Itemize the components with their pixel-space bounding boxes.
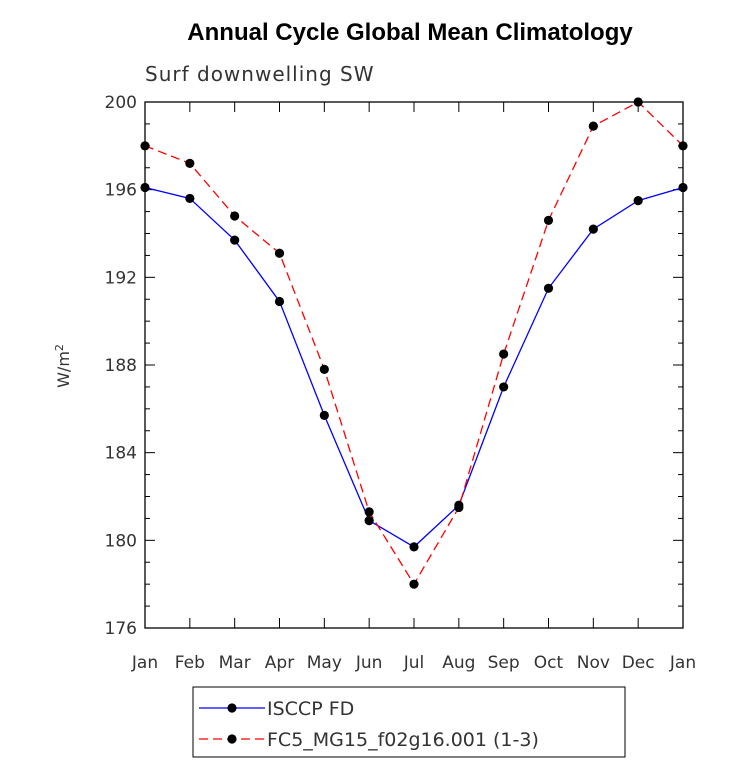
legend-label-2: FC5_MG15_f02g16.001 (1-3) — [267, 729, 539, 751]
x-tick-label: Feb — [175, 653, 205, 673]
x-tick-label: Sep — [488, 653, 520, 673]
x-tick-label: May — [307, 653, 342, 673]
series-1-point — [364, 516, 374, 526]
series-1-point — [543, 283, 554, 293]
x-tick-label: Apr — [265, 653, 294, 673]
y-axis-label: W/m2 — [53, 344, 74, 388]
x-tick-label: Jun — [355, 653, 383, 673]
x-tick-label: Jul — [403, 653, 425, 673]
series-2-point — [185, 158, 195, 168]
y-axis-label-group: W/m2 — [53, 344, 74, 388]
series-1-point — [274, 296, 285, 307]
series-line-2 — [144, 101, 684, 586]
x-tick-label: Aug — [442, 653, 475, 673]
y-tick-label: 180 — [105, 531, 137, 551]
y-tick-labels: 176 180 184 188 192 196 200 — [105, 93, 137, 639]
series-1-point — [499, 382, 509, 392]
legend: ISCCP FD FC5_MG15_f02g16.001 (1-3) — [192, 686, 626, 758]
x-tick-labels: Jan Feb Mar Apr May Jun Jul Aug Sep Oct Nov Dec Jan — [131, 653, 696, 673]
series-points — [140, 97, 688, 589]
series-2-point — [140, 141, 150, 151]
x-tick-label: Jan — [669, 653, 696, 673]
series-2-point — [543, 215, 554, 225]
y-tick-label: 184 — [105, 444, 137, 464]
y-tick-label: 176 — [105, 619, 137, 639]
series-lines — [144, 101, 684, 586]
series-1-point — [633, 196, 643, 206]
chart-title: Annual Cycle Global Mean Climatology — [187, 19, 633, 46]
x-tick-label: Nov — [577, 653, 610, 673]
series-2-point — [454, 502, 464, 513]
y-tick-label: 200 — [105, 93, 137, 113]
y-axis-label-text: W/m — [54, 351, 73, 388]
series-2-point — [678, 141, 688, 151]
y-tick-label: 196 — [105, 181, 137, 201]
legend-marker-2 — [227, 734, 237, 744]
series-2-point — [230, 211, 240, 221]
series-2-point — [633, 97, 643, 107]
legend-label-1: ISCCP FD — [267, 698, 354, 720]
chart-subtitle: Surf downwelling SW — [145, 62, 375, 86]
series-1-point — [409, 542, 419, 552]
series-2-point — [499, 349, 509, 359]
series-1-point — [588, 224, 598, 234]
x-tick-label: Mar — [219, 653, 251, 673]
x-tick-label: Oct — [534, 653, 564, 673]
series-1-point — [319, 410, 329, 421]
series-line-1 — [144, 186, 684, 548]
series-1-point — [230, 235, 240, 245]
x-tick-label: Jan — [131, 653, 158, 673]
series-1-point — [185, 193, 195, 204]
y-tick-label: 188 — [105, 356, 137, 376]
series-2-point — [274, 248, 285, 258]
y-tick-label: 192 — [105, 268, 137, 288]
y-axis-label-superscript: 2 — [53, 344, 66, 351]
series-1-point — [140, 182, 150, 193]
series-2-point — [588, 121, 598, 131]
legend-box — [192, 686, 626, 758]
series-2-point — [319, 364, 329, 374]
x-tick-label: Dec — [622, 653, 655, 673]
legend-marker-1 — [227, 703, 237, 713]
series-1-point — [678, 182, 688, 193]
series-2-point — [364, 507, 374, 517]
series-2-point — [409, 579, 419, 589]
